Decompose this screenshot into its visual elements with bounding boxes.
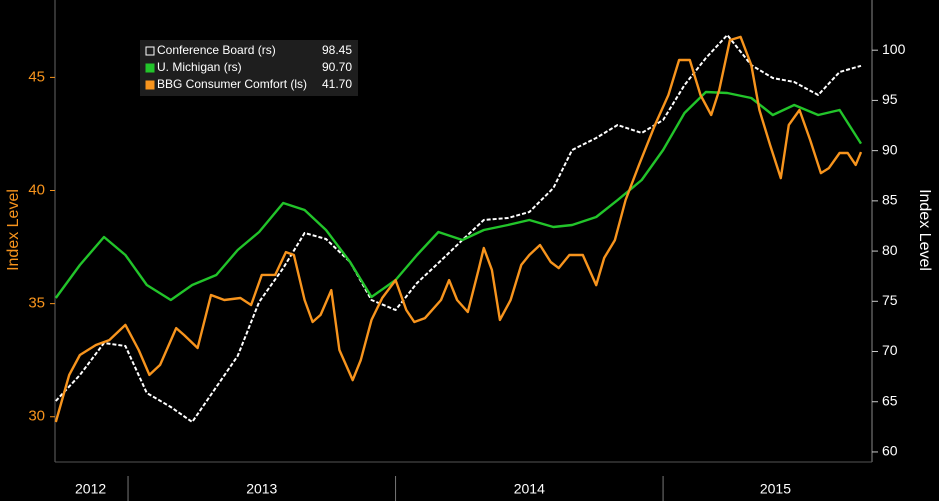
y2-tick-label: 70 [882,342,898,358]
y-tick-label: 35 [28,295,45,312]
x-tick-label: 2015 [760,481,791,497]
legend-value: 90.70 [322,60,352,74]
legend: Conference Board (rs) 98.45 U. Michigan (r… [145,43,352,91]
legend-box [140,40,358,96]
series-line [54,35,863,423]
y-tick-label: 45 [28,68,45,85]
y2-tick-label: 75 [882,292,898,308]
y2-tick-label: 95 [882,91,898,107]
y-tick-label: 30 [28,408,45,425]
y-axis-title: Index Level [5,189,22,271]
series-line [54,90,863,302]
y-tick-label: 40 [28,181,45,198]
y2-axis-title: Index Level [916,189,933,271]
y2-tick-label: 80 [882,242,898,258]
legend-label: Conference Board (rs) [157,43,276,57]
legend-swatch [145,46,155,56]
legend-label: U. Michigan (rs) [157,60,242,74]
legend-value: 98.45 [322,43,352,57]
y2-tick-label: 90 [882,141,898,157]
y2-tick-label: 100 [882,41,906,57]
y2-tick-label: 65 [882,392,898,408]
x-tick-label: 2013 [246,481,277,497]
y2-tick-label: 60 [882,443,898,459]
legend-swatch [145,63,155,73]
legend-swatch [145,80,155,90]
x-tick-label: 2012 [75,481,106,497]
legend-value: 41.70 [322,77,352,91]
y2-tick-label: 85 [882,192,898,208]
legend-label: BBG Consumer Comfort (ls) [157,77,307,91]
x-tick-label: 2014 [514,481,545,497]
